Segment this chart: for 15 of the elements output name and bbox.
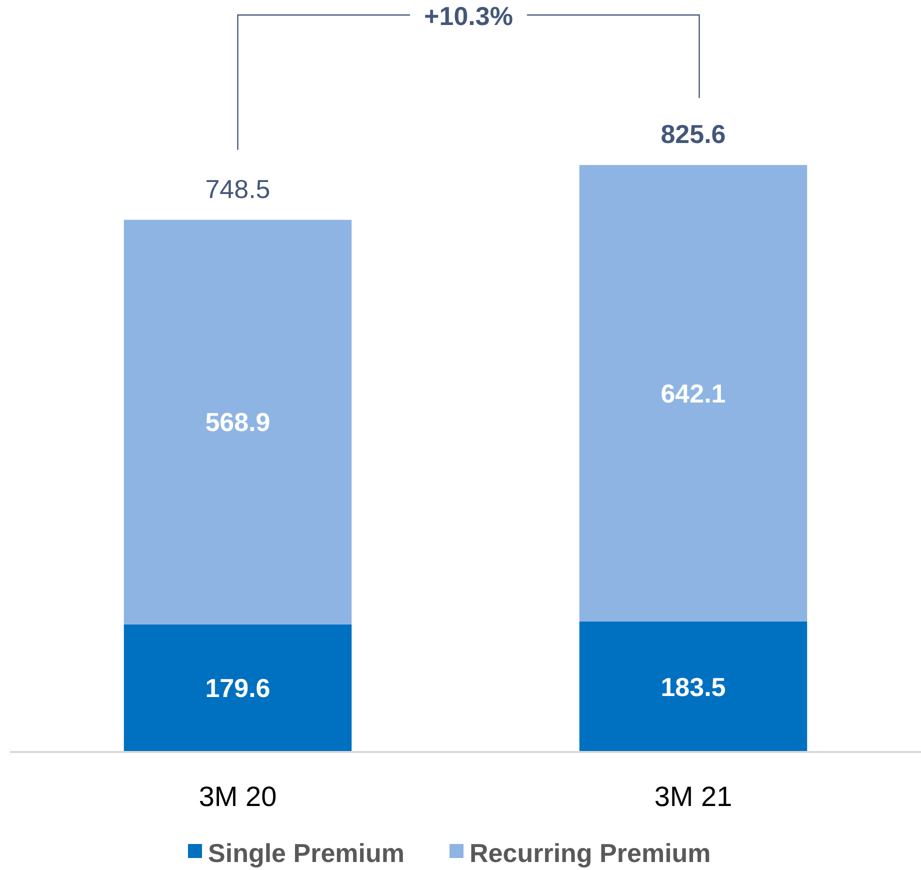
bar bbox=[124, 220, 352, 624]
legend-label: Single Premium bbox=[208, 838, 404, 868]
data-label: 568.9 bbox=[205, 407, 270, 438]
text: +10.3% bbox=[424, 1, 513, 31]
bar bbox=[579, 165, 808, 622]
bar bbox=[124, 624, 352, 752]
x-tick-label: 3M 20 bbox=[198, 781, 277, 812]
legend-label: Recurring Premium bbox=[470, 838, 711, 868]
data-label: 179.6 bbox=[205, 673, 270, 704]
bar bbox=[579, 622, 808, 752]
x-tick-label: 3M 21 bbox=[654, 781, 732, 812]
data-label: 642.1 bbox=[660, 378, 726, 408]
total-label: 825.6 bbox=[660, 119, 726, 149]
data-label: 183.5 bbox=[660, 672, 726, 702]
total-label: 748.5 bbox=[205, 174, 270, 204]
